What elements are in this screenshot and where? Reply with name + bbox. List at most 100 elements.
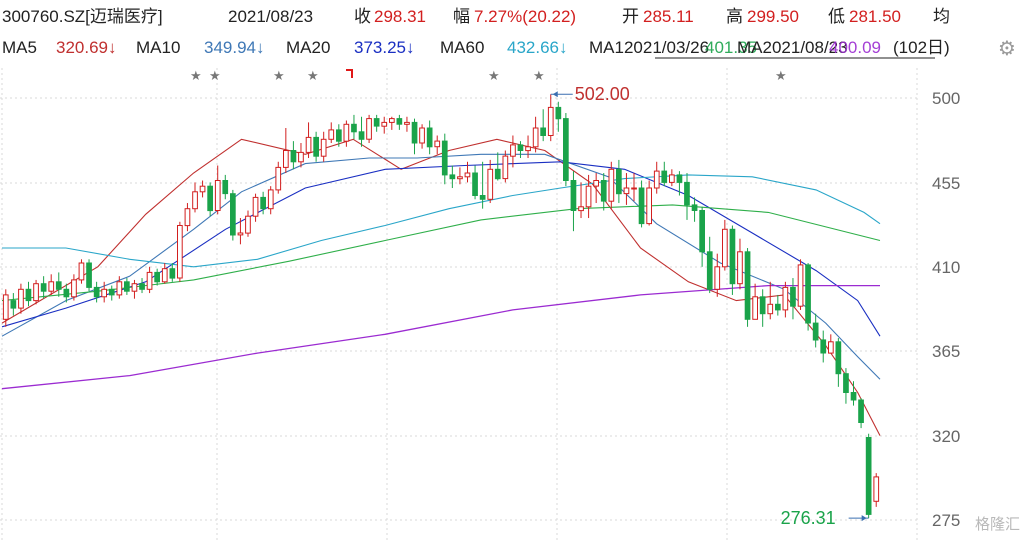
candle-body: [494, 168, 501, 180]
candle-body: [146, 271, 153, 290]
candle-body: [404, 121, 410, 125]
candle: [449, 165, 456, 189]
candle-body: [18, 288, 24, 309]
candle-body: [336, 129, 342, 142]
candle-body: [843, 373, 849, 394]
quote-date: 2021/08/23: [228, 7, 314, 26]
close-label: 收: [354, 7, 371, 26]
candle-body: [449, 174, 456, 180]
candle: [252, 193, 259, 222]
candle: [638, 180, 645, 228]
candle-body: [472, 172, 478, 196]
candles: [2, 94, 880, 519]
event-star-icon[interactable]: ★: [775, 68, 787, 83]
candle: [214, 165, 221, 215]
candle-body: [48, 281, 55, 292]
ma250-overlap-label: MA2021/08/23: [737, 38, 848, 57]
candle-body: [328, 129, 335, 140]
candle-body: [805, 264, 811, 324]
candle-body: [638, 187, 645, 225]
candle: [161, 263, 168, 284]
candle-body: [411, 121, 418, 144]
candle-body: [358, 131, 365, 140]
candle-body: [775, 303, 781, 311]
candle-body: [101, 288, 108, 298]
candle-body: [653, 170, 660, 189]
candle: [532, 116, 539, 153]
candle: [298, 143, 304, 168]
candle-body: [389, 118, 395, 123]
candle: [608, 161, 615, 209]
stock-code: 300760.SZ[迈瑞医疗]: [2, 7, 163, 26]
avg-label: 均: [933, 7, 950, 26]
candle-body: [93, 286, 100, 298]
candle: [426, 120, 433, 155]
candle: [517, 141, 524, 159]
change-label: 幅: [453, 7, 470, 26]
ma20-value: 373.25↓: [354, 38, 415, 57]
candle: [661, 161, 668, 187]
candle-body: [40, 283, 47, 292]
candle: [267, 186, 274, 215]
candle: [525, 135, 531, 159]
candle-body: [479, 195, 486, 200]
candle-body: [260, 196, 266, 210]
candle: [729, 225, 736, 295]
y-tick-label: 275: [932, 511, 960, 530]
candle-body: [661, 170, 668, 183]
ma-line-ma5: [1, 138, 881, 436]
candle: [858, 398, 864, 429]
candle: [782, 281, 789, 318]
candle-body: [676, 174, 683, 183]
candle: [373, 114, 380, 132]
candle: [260, 191, 266, 215]
candle-body: [873, 476, 880, 502]
candle: [192, 182, 198, 213]
candle: [222, 174, 229, 200]
max-price-label: 502.00: [575, 84, 630, 104]
event-star-icon[interactable]: ★: [190, 68, 202, 83]
event-star-icon[interactable]: ★: [533, 68, 545, 83]
candle: [835, 338, 842, 387]
ma20-label: MA20: [286, 38, 331, 57]
candle: [676, 171, 683, 196]
event-star-icon[interactable]: ★: [307, 68, 319, 83]
event-star-icon[interactable]: ★: [209, 68, 221, 83]
candle: [691, 197, 698, 222]
candle: [547, 94, 554, 142]
candle: [55, 272, 62, 297]
candle: [177, 221, 183, 282]
event-markers: ★ ★ ★ ★ ★ ★ ★: [190, 68, 787, 83]
candle-body: [434, 140, 441, 148]
candle-body: [252, 196, 259, 217]
red-flag-marker[interactable]: [346, 69, 353, 78]
candle: [563, 113, 569, 187]
candle: [48, 274, 55, 295]
candle: [585, 174, 592, 219]
y-tick-label: 410: [932, 258, 960, 277]
candle: [184, 203, 191, 232]
min-price-label: 276.31: [781, 508, 836, 528]
candle-body: [381, 121, 388, 127]
candle: [502, 150, 509, 183]
settings-gear-icon[interactable]: ⚙: [998, 38, 1016, 60]
event-star-icon[interactable]: ★: [273, 68, 285, 83]
candle-body: [2, 294, 9, 320]
candle-body: [343, 123, 350, 142]
y-tick-label: 365: [932, 342, 960, 361]
event-star-icon[interactable]: ★: [488, 68, 500, 83]
candle: [230, 189, 236, 241]
candle-body: [116, 281, 123, 296]
candle-body: [487, 168, 494, 200]
candle-body: [207, 185, 214, 212]
grid-lines: [0, 68, 920, 540]
candle: [434, 135, 441, 155]
candle: [684, 173, 690, 220]
ma60-label: MA60: [440, 38, 485, 57]
candle-body: [373, 118, 380, 127]
candle-body: [623, 187, 630, 195]
candle: [313, 131, 319, 162]
candle: [366, 114, 372, 144]
change-value: 7.27%(20.22): [474, 7, 577, 26]
